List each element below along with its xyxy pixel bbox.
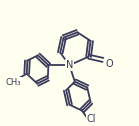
Text: N: N (66, 60, 73, 70)
Text: O: O (105, 59, 113, 69)
Text: CH₃: CH₃ (6, 78, 21, 87)
Text: Cl: Cl (86, 114, 96, 124)
